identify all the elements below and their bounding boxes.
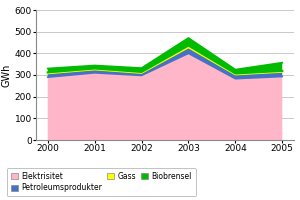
Legend: Elektrisitet, Petroleumsprodukter, Gass, Biobrensel: Elektrisitet, Petroleumsprodukter, Gass,… [7,168,196,196]
Y-axis label: GWh: GWh [2,63,12,87]
